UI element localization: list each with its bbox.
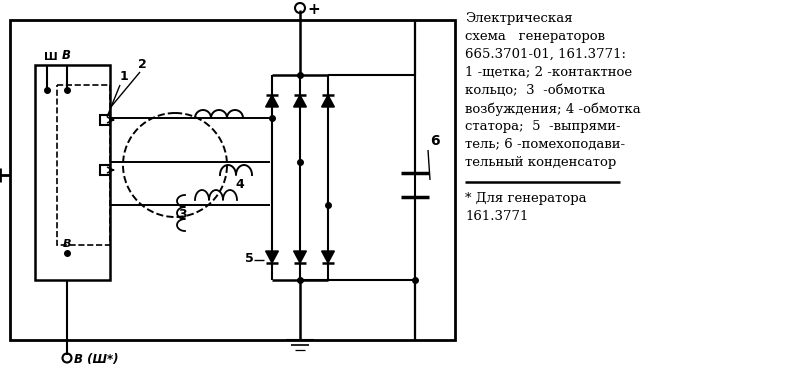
Text: * Для генератора: * Для генератора <box>465 192 587 205</box>
Bar <box>100 165 110 175</box>
Text: 3: 3 <box>178 208 187 221</box>
Text: тельный конденсатор: тельный конденсатор <box>465 156 617 169</box>
Polygon shape <box>266 251 279 263</box>
Text: 1 -щетка; 2 -контактное: 1 -щетка; 2 -контактное <box>465 66 632 79</box>
Polygon shape <box>322 251 334 263</box>
Bar <box>10 20 455 340</box>
Text: статора;  5  -выпрями-: статора; 5 -выпрями- <box>465 120 621 133</box>
Bar <box>35 65 110 280</box>
Text: схема   генераторов: схема генераторов <box>465 30 605 43</box>
Text: 2: 2 <box>138 58 147 71</box>
Text: +: + <box>307 2 320 17</box>
Text: 6: 6 <box>430 134 440 148</box>
Bar <box>100 115 110 125</box>
Bar <box>57 85 110 245</box>
Text: Электрическая: Электрическая <box>465 12 572 25</box>
Text: В: В <box>62 49 71 62</box>
Text: кольцо;  3  -обмотка: кольцо; 3 -обмотка <box>465 84 605 97</box>
Text: тель; 6 -помехоподави-: тель; 6 -помехоподави- <box>465 138 625 151</box>
Polygon shape <box>294 251 307 263</box>
Polygon shape <box>294 95 307 107</box>
Text: 4: 4 <box>235 178 244 191</box>
Polygon shape <box>322 95 334 107</box>
Text: В (Ш*): В (Ш*) <box>74 353 118 367</box>
Text: Ш: Ш <box>44 52 58 62</box>
Text: 665.3701-01, 161.3771:: 665.3701-01, 161.3771: <box>465 48 626 61</box>
Text: 1: 1 <box>120 70 129 83</box>
Polygon shape <box>266 95 279 107</box>
Text: В: В <box>63 239 72 249</box>
Text: 161.3771: 161.3771 <box>465 210 528 223</box>
Text: 5: 5 <box>245 252 254 265</box>
Text: возбуждения; 4 -обмотка: возбуждения; 4 -обмотка <box>465 102 641 116</box>
